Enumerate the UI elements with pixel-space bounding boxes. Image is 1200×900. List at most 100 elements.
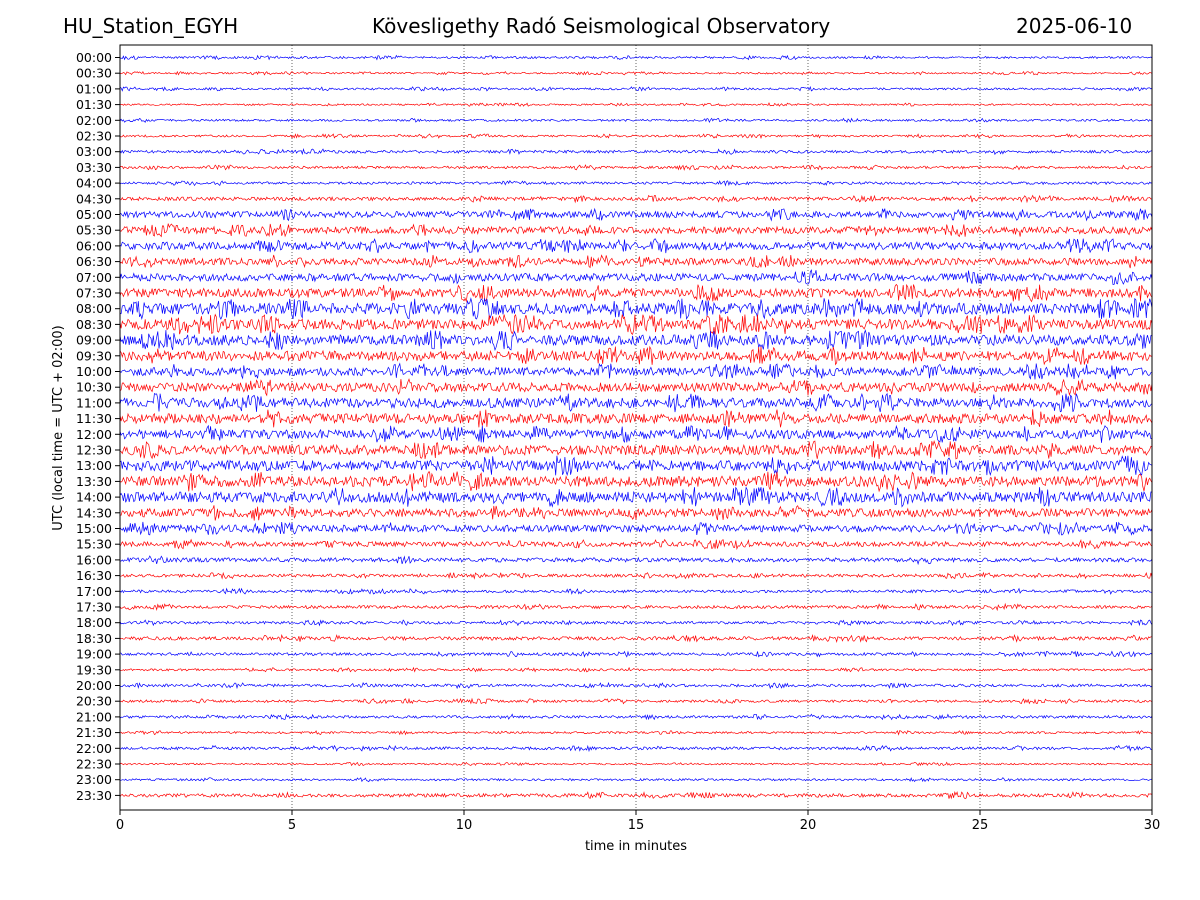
trace-1100 xyxy=(119,392,1153,413)
y-tick-label: 14:30 xyxy=(76,505,112,520)
trace-2000 xyxy=(119,681,1153,690)
y-tick-label: 03:30 xyxy=(76,160,112,175)
trace-1400 xyxy=(119,486,1153,508)
x-tick-label: 0 xyxy=(116,818,124,833)
trace-0430 xyxy=(119,194,1152,204)
y-axis-label: UTC (local time = UTC + 02:00) xyxy=(51,325,66,530)
trace-1230 xyxy=(119,439,1153,460)
trace-1730 xyxy=(119,602,1153,612)
trace-2300 xyxy=(119,777,1153,783)
y-tick-label: 16:30 xyxy=(76,568,112,583)
trace-0030 xyxy=(119,70,1153,76)
x-tick-label: 20 xyxy=(800,818,817,833)
trace-1700 xyxy=(119,587,1153,595)
station-name: HU_Station_EGYH xyxy=(63,14,239,38)
y-tick-label: 02:00 xyxy=(76,113,112,128)
y-tick-label: 17:00 xyxy=(76,584,112,599)
trace-1030 xyxy=(119,378,1153,397)
chart-title: Kövesligethy Radó Seismological Observat… xyxy=(372,14,831,38)
y-tick-label: 12:30 xyxy=(76,443,112,458)
y-tick-label: 03:00 xyxy=(76,144,112,159)
trace-0400 xyxy=(119,180,1153,187)
y-tick-label: 13:30 xyxy=(76,474,112,489)
trace-0330 xyxy=(119,164,1153,171)
trace-1630 xyxy=(119,571,1153,580)
x-axis-label: time in minutes xyxy=(585,839,687,854)
y-tick-label: 22:00 xyxy=(76,741,112,756)
trace-1430 xyxy=(119,505,1153,521)
y-tick-label: 01:30 xyxy=(76,97,112,112)
y-tick-label: 00:30 xyxy=(76,66,112,81)
y-tick-label: 01:00 xyxy=(76,81,112,96)
x-tick-label: 5 xyxy=(288,818,296,833)
trace-0200 xyxy=(119,117,1153,123)
y-tick-label: 13:00 xyxy=(76,458,112,473)
trace-0700 xyxy=(119,269,1153,286)
y-tick-label: 21:30 xyxy=(76,725,112,740)
y-tick-label: 00:00 xyxy=(76,50,112,65)
trace-2130 xyxy=(120,730,1153,736)
y-tick-label: 23:30 xyxy=(76,788,112,803)
trace-2200 xyxy=(119,744,1153,753)
y-tick-label: 05:30 xyxy=(76,223,112,238)
trace-2030 xyxy=(119,697,1153,705)
y-tick-label: 02:30 xyxy=(76,129,112,144)
y-tick-label: 19:00 xyxy=(76,647,112,662)
trace-0530 xyxy=(119,223,1153,238)
x-tick-label: 30 xyxy=(1144,818,1161,833)
trace-0800 xyxy=(119,297,1153,321)
trace-0000 xyxy=(119,54,1153,61)
y-tick-label: 08:00 xyxy=(76,301,112,316)
trace-0300 xyxy=(119,147,1153,156)
trace-1930 xyxy=(119,666,1153,673)
y-tick-label: 10:30 xyxy=(76,380,112,395)
y-tick-label: 07:00 xyxy=(76,270,112,285)
y-tick-label: 08:30 xyxy=(76,317,112,332)
y-tick-label: 11:00 xyxy=(76,395,112,410)
x-tick-label: 25 xyxy=(972,818,989,833)
y-tick-label: 12:00 xyxy=(76,427,112,442)
y-tick-label: 06:00 xyxy=(76,238,112,253)
trace-0500 xyxy=(119,207,1153,222)
y-tick-label: 22:30 xyxy=(76,757,112,772)
y-tick-label: 09:30 xyxy=(76,348,112,363)
y-tick-label: 05:00 xyxy=(76,207,112,222)
y-tick-label: 15:00 xyxy=(76,521,112,536)
y-tick-label: 17:30 xyxy=(76,600,112,615)
trace-0600 xyxy=(119,238,1153,254)
y-tick-label: 20:00 xyxy=(76,678,112,693)
trace-2330 xyxy=(119,791,1153,800)
y-tick-label: 15:30 xyxy=(76,537,112,552)
y-tick-label: 11:30 xyxy=(76,411,112,426)
y-tick-label: 21:00 xyxy=(76,709,112,724)
trace-1900 xyxy=(119,650,1153,658)
trace-0630 xyxy=(119,254,1153,269)
y-tick-label: 04:30 xyxy=(76,191,112,206)
y-tick-label: 16:00 xyxy=(76,552,112,567)
x-tick-label: 15 xyxy=(628,818,645,833)
y-tick-label: 07:30 xyxy=(76,286,112,301)
trace-1000 xyxy=(119,362,1153,380)
trace-1300 xyxy=(119,455,1153,476)
seismic-traces xyxy=(119,54,1153,800)
y-tick-label: 20:30 xyxy=(76,694,112,709)
y-axis-ticks: 00:0000:3001:0001:3002:0002:3003:0003:30… xyxy=(76,50,120,803)
trace-0930 xyxy=(119,345,1153,366)
trace-1830 xyxy=(119,633,1152,644)
trace-1200 xyxy=(119,424,1153,443)
trace-0100 xyxy=(119,85,1153,92)
y-tick-label: 19:30 xyxy=(76,662,112,677)
y-tick-label: 09:00 xyxy=(76,333,112,348)
y-tick-label: 10:00 xyxy=(76,364,112,379)
grid-lines xyxy=(291,45,981,810)
x-tick-label: 10 xyxy=(456,818,473,833)
trace-0230 xyxy=(119,133,1153,139)
trace-2100 xyxy=(119,713,1153,721)
y-tick-label: 06:30 xyxy=(76,254,112,269)
trace-0900 xyxy=(119,329,1153,352)
trace-1500 xyxy=(119,521,1153,536)
y-tick-label: 18:00 xyxy=(76,615,112,630)
trace-1600 xyxy=(119,555,1153,566)
